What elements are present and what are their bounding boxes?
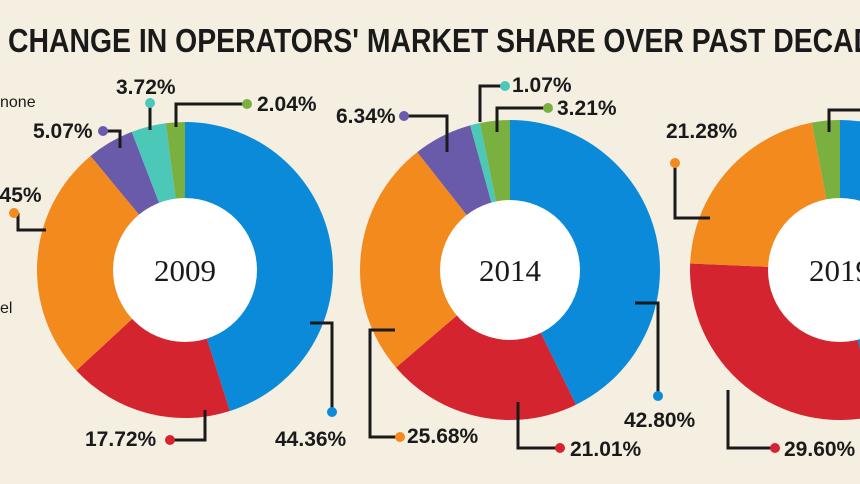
leader-line-2014-orange [368,328,400,439]
leader-line-2019-orange [673,163,710,220]
leader-line-2014-teal [478,84,505,122]
slice-2014-orange [359,152,468,368]
slice-2014-green [479,120,510,203]
leader-dot-2014-orange [395,432,405,442]
slice-2014-purple [417,125,492,216]
legend-fragment-1: none [0,94,36,111]
leader-line-2014-blue [635,301,660,396]
donut-2009: 2009 44.36% 17.72% 5.45% 5.07% 3.72% 2.04% [0,76,347,451]
value-label-2009-blue: 44.36% [275,428,347,451]
leader-line-2009-orange [16,213,46,232]
value-label-2014-blue: 42.80% [624,409,696,432]
slice-2019-green [811,120,840,201]
legend-fragment-2: el [0,300,12,317]
donut-2019: 2019 29.60% 21.28% [666,108,860,461]
leader-dot-2014-teal [500,81,510,91]
leader-line-2014-red [516,402,560,450]
leader-line-2009-blue [310,321,334,412]
slice-2009-purple [90,131,160,216]
value-label-2014-green: 3.21% [557,97,617,120]
leader-line-2009-red [170,410,207,442]
leader-dot-2019-red [770,443,780,453]
chart-title: CHANGE IN OPERATORS' MARKET SHARE OVER P… [8,22,860,59]
leader-line-2009-green [174,102,247,127]
leader-line-2009-purple [103,129,122,148]
leader-dot-2009-blue [327,407,337,417]
value-label-2019-orange: 21.28% [666,120,738,143]
value-label-2014-red: 21.01% [570,438,642,461]
donut-hole-2014 [440,200,580,340]
value-label-2014-purple: 6.34% [336,105,396,128]
slice-2009-red [76,318,230,418]
leader-dot-2009-red [165,435,175,445]
leader-line-2019-red [726,390,775,450]
leader-dot-2009-teal [145,98,155,108]
leader-dot-2009-purple [98,126,108,136]
value-label-2009-green: 2.04% [257,93,317,116]
year-label-2019: 2019 [809,253,860,288]
slice-2014-blue [510,120,661,405]
value-label-2009-teal: 3.72% [116,76,176,99]
year-label-2009: 2009 [154,253,216,288]
donut-2014: 2014 42.80% 21.01% 25.68% 6.34% 1.07%3.21% [336,74,696,461]
donut-hole-2009 [113,198,257,342]
value-label-2009-orange: 5.45% [0,184,42,207]
leader-dot-2014-green [543,103,553,113]
slice-2009-green [165,122,185,200]
value-label-2014-teal: 1.07% [512,74,572,97]
value-label-2014-orange: 25.68% [407,425,479,448]
leader-dot-2009-orange [9,208,19,218]
value-label-2019-red: 29.60% [784,438,856,461]
leader-dot-2014-blue [653,391,663,401]
leader-dot-2014-purple [399,111,409,121]
slice-2009-teal [131,123,176,204]
leader-line-2014-purple [404,114,449,152]
value-label-2009-purple: 5.07% [33,120,93,143]
slice-2009-orange [36,156,140,371]
leader-dot-2019-orange [670,158,680,168]
donut-hole-2019 [768,198,860,342]
slice-2019-blue [840,120,860,350]
leader-line-2019-green [827,108,860,132]
slice-2019-red [690,263,860,420]
leader-dot-2009-green [242,99,252,109]
leader-line-2014-green [495,106,548,132]
slice-2014-teal [470,123,497,204]
slice-2009-blue [185,122,333,412]
leader-dot-2014-red [555,443,565,453]
slice-2019-orange [690,122,827,267]
slice-2014-red [396,314,576,420]
year-label-2014: 2014 [479,253,542,288]
value-label-2009-red: 17.72% [85,428,157,451]
